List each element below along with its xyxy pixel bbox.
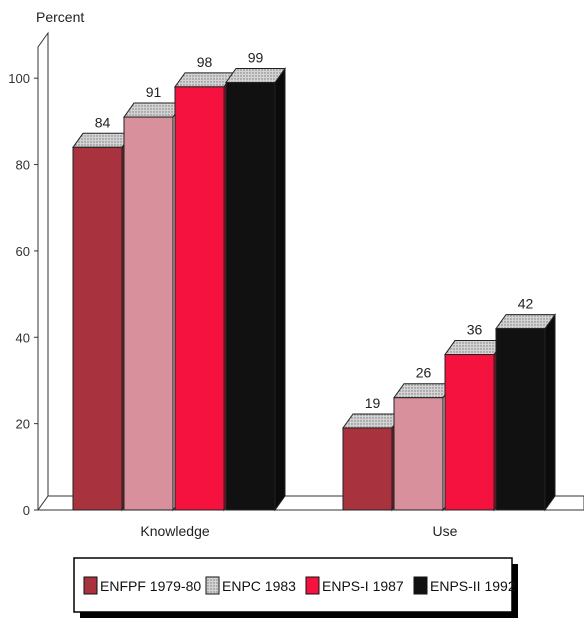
- legend-swatch: [83, 576, 98, 595]
- bar: [72, 131, 133, 512]
- legend-label: ENPS-II 1992: [430, 578, 516, 594]
- bar-top: [225, 68, 286, 83]
- category-labels: Knowledge Use: [140, 523, 457, 539]
- bar-top: [495, 314, 556, 330]
- legend-swatch: [413, 576, 428, 595]
- bar-top: [393, 383, 454, 399]
- bar-side: [544, 313, 556, 512]
- legend-label: ENFPF 1979-80: [100, 578, 201, 594]
- category-label: Knowledge: [140, 523, 209, 539]
- data-label: 99: [248, 50, 264, 66]
- bar: [393, 382, 454, 512]
- data-label: 36: [467, 322, 483, 338]
- legend-box: [73, 557, 513, 613]
- y-axis-label: Percent: [36, 9, 84, 25]
- bar-top: [72, 132, 133, 148]
- y-tick-label: 100: [8, 71, 30, 86]
- bar: [174, 71, 235, 512]
- bar-top: [342, 413, 403, 429]
- bars: [72, 66, 556, 512]
- data-label: 84: [95, 114, 111, 130]
- bar: [123, 101, 184, 512]
- bar-side: [274, 66, 286, 512]
- bar-front: [174, 86, 225, 511]
- value-labels: 84 91 98 99 19 26 36 42: [95, 50, 534, 411]
- bar-front: [123, 116, 174, 511]
- legend-item: ENPS-II 1992: [413, 576, 516, 595]
- bar-top: [123, 102, 184, 118]
- y-tick-label: 80: [16, 158, 30, 173]
- data-label: 91: [146, 84, 162, 100]
- bar-front: [342, 427, 393, 511]
- bar-front: [393, 397, 444, 511]
- bar-front: [225, 82, 276, 511]
- legend-item: ENFPF 1979-80: [83, 576, 201, 595]
- legend-swatch: [305, 576, 320, 595]
- legend-swatch: [205, 576, 220, 595]
- y-tick-label: 20: [16, 417, 30, 432]
- data-label: 19: [365, 395, 381, 411]
- legend-item: ENPS-I 1987: [305, 576, 404, 595]
- bar-front: [72, 146, 123, 511]
- bar-top: [444, 340, 505, 356]
- bar-front: [495, 328, 546, 511]
- legend-label: ENPS-I 1987: [322, 578, 404, 594]
- legend-label: ENPC 1983: [222, 578, 296, 594]
- data-label: 26: [416, 365, 432, 381]
- legend: ENFPF 1979-80 ENPC 1983 ENPS-I 1987 ENPS-II…: [73, 557, 518, 618]
- y-tick-label: 60: [16, 244, 30, 259]
- legend-item: ENPC 1983: [205, 576, 296, 595]
- y-tick-label: 0: [23, 503, 30, 518]
- bar: [225, 66, 286, 512]
- y-ticks: 0 20 40 60 80 100: [8, 71, 38, 518]
- y-tick-label: 40: [16, 330, 30, 345]
- bar-top: [174, 72, 235, 88]
- bar: [444, 338, 505, 512]
- bar: [495, 313, 556, 512]
- bar-front: [444, 354, 495, 511]
- data-label: 98: [197, 54, 213, 70]
- data-label: 42: [518, 296, 534, 312]
- category-label: Use: [433, 523, 458, 539]
- bar: [342, 412, 403, 512]
- left-wall: [37, 31, 49, 510]
